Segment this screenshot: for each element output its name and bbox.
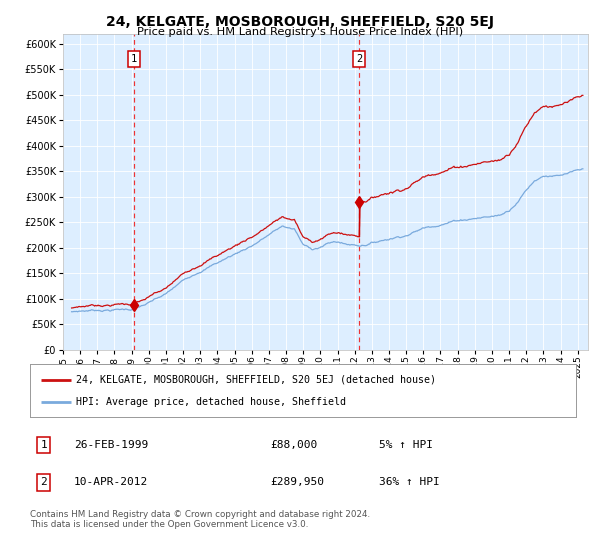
Text: 26-FEB-1999: 26-FEB-1999 — [74, 440, 148, 450]
Text: £88,000: £88,000 — [270, 440, 317, 450]
Text: 24, KELGATE, MOSBOROUGH, SHEFFIELD, S20 5EJ: 24, KELGATE, MOSBOROUGH, SHEFFIELD, S20 … — [106, 15, 494, 29]
Text: HPI: Average price, detached house, Sheffield: HPI: Average price, detached house, Shef… — [76, 397, 346, 407]
Text: £289,950: £289,950 — [270, 478, 324, 487]
Text: Price paid vs. HM Land Registry's House Price Index (HPI): Price paid vs. HM Land Registry's House … — [137, 27, 463, 37]
Text: 24, KELGATE, MOSBOROUGH, SHEFFIELD, S20 5EJ (detached house): 24, KELGATE, MOSBOROUGH, SHEFFIELD, S20 … — [76, 375, 436, 385]
Text: 10-APR-2012: 10-APR-2012 — [74, 478, 148, 487]
Text: 1: 1 — [131, 54, 137, 64]
Text: Contains HM Land Registry data © Crown copyright and database right 2024.
This d: Contains HM Land Registry data © Crown c… — [30, 510, 370, 529]
Text: 5% ↑ HPI: 5% ↑ HPI — [379, 440, 433, 450]
Text: 2: 2 — [40, 478, 47, 487]
Text: 1: 1 — [40, 440, 47, 450]
Text: 36% ↑ HPI: 36% ↑ HPI — [379, 478, 440, 487]
Text: 2: 2 — [356, 54, 362, 64]
